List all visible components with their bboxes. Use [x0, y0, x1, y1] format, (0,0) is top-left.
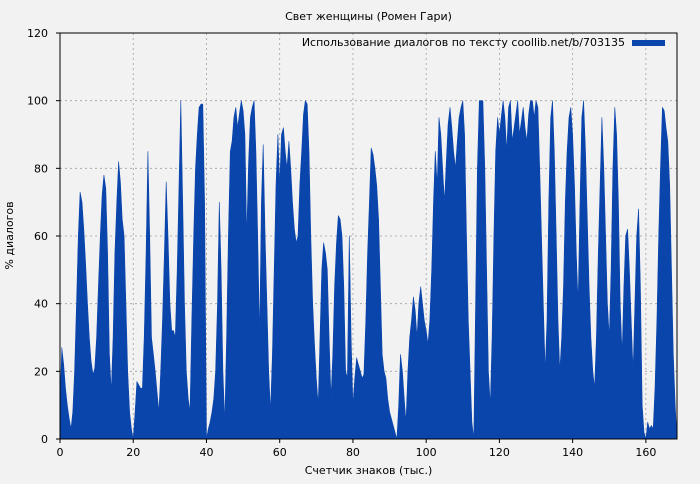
chart-title: Свет женщины (Ромен Гари) [285, 10, 452, 23]
x-tick-label: 80 [346, 446, 360, 459]
legend: Использование диалогов по тексту coollib… [302, 36, 665, 49]
axes: 0 20 40 60 80 100 120 140 160 0 20 40 60 80 100 120 [27, 27, 678, 459]
x-tick-label: 20 [126, 446, 140, 459]
series-area-0 [59, 100, 678, 440]
legend-swatch [632, 40, 665, 46]
y-tick-label: 20 [34, 365, 48, 378]
x-tick-label: 160 [635, 446, 656, 459]
x-tick-label: 60 [273, 446, 287, 459]
y-tick-label: 0 [41, 433, 48, 446]
y-tick-label: 120 [27, 27, 48, 40]
y-tick-label: 40 [34, 298, 48, 311]
x-tick-label: 0 [57, 446, 64, 459]
y-tick-label: 60 [34, 230, 48, 243]
y-tick-label: 80 [34, 162, 48, 175]
x-tick-label: 120 [489, 446, 510, 459]
series-layer [59, 100, 678, 440]
y-tick-label: 100 [27, 95, 48, 108]
legend-label: Использование диалогов по тексту coollib… [302, 36, 625, 49]
x-tick-label: 140 [562, 446, 583, 459]
y-axis-label: % диалогов [3, 201, 16, 269]
x-tick-label: 40 [199, 446, 213, 459]
x-axis-label: Счетчик знаков (тыс.) [305, 464, 433, 477]
x-tick-label: 100 [416, 446, 437, 459]
